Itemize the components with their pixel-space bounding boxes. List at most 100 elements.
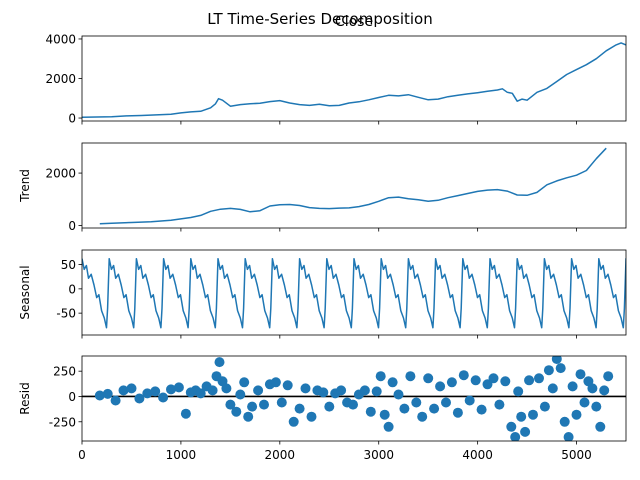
resid-point xyxy=(579,397,590,408)
resid-point xyxy=(551,356,562,364)
resid-point xyxy=(375,371,386,382)
resid-point xyxy=(452,407,463,418)
panel-0: 0 2000 4000 Close xyxy=(45,14,627,126)
resid-point xyxy=(166,384,176,395)
series-line-1-0 xyxy=(99,147,607,225)
seasonal-line xyxy=(82,257,626,329)
resid-point xyxy=(563,432,574,441)
resid-point xyxy=(379,409,390,420)
resid-point xyxy=(387,377,398,388)
resid-point xyxy=(371,386,382,397)
resid-point xyxy=(591,401,602,412)
resid-point xyxy=(516,411,527,422)
resid-point xyxy=(294,403,305,414)
resid-point xyxy=(142,388,153,399)
resid-point xyxy=(324,401,335,412)
resid-point xyxy=(458,370,469,381)
y-axis-label: Seasonal xyxy=(18,265,32,319)
resid-point xyxy=(150,386,161,397)
panel-3: -250 0 250 0 1000 2000 3000 4000 5000 Resid xyxy=(18,355,627,462)
resid-point xyxy=(513,386,524,397)
resid-point xyxy=(510,432,521,441)
ytick-label: 0 xyxy=(68,219,76,233)
resid-point xyxy=(158,392,169,403)
resid-point xyxy=(288,416,299,427)
plot-area-0 xyxy=(82,42,626,118)
resid-point xyxy=(276,397,287,408)
ytick-label: 2000 xyxy=(45,167,76,181)
axes-frame-1 xyxy=(81,142,627,229)
xtick-label: 5000 xyxy=(561,448,592,462)
resid-point xyxy=(524,375,535,386)
y-axis-label: Resid xyxy=(18,382,32,414)
resid-point xyxy=(173,382,184,393)
resid-point xyxy=(567,381,578,392)
resid-point xyxy=(411,397,422,408)
resid-point xyxy=(559,416,570,427)
resid-point xyxy=(539,401,550,412)
xtick-label: 1000 xyxy=(166,448,197,462)
resid-point xyxy=(446,377,457,388)
panels: 0 2000 4000 Close 0 2000 Trend -50 0 50 Seasonal -2… xyxy=(18,14,627,462)
resid-point xyxy=(476,404,487,415)
resid-point xyxy=(423,373,434,384)
ytick-label: 50 xyxy=(61,258,76,272)
resid-point xyxy=(270,377,281,388)
resid-point xyxy=(94,390,105,401)
resid-point xyxy=(365,406,376,417)
series-line-0-0 xyxy=(82,42,626,118)
resid-point xyxy=(110,395,121,406)
resid-point xyxy=(336,385,347,396)
resid-point xyxy=(282,380,293,391)
resid-point xyxy=(225,399,236,410)
resid-point xyxy=(235,389,246,400)
resid-point xyxy=(555,363,566,374)
resid-point xyxy=(118,385,129,396)
xtick-label: 3000 xyxy=(363,448,394,462)
resid-point xyxy=(547,383,558,394)
resid-point xyxy=(126,383,137,394)
resid-point xyxy=(500,376,511,387)
figure-title: LT Time-Series Decomposition xyxy=(207,10,432,28)
xtick-label: 2000 xyxy=(265,448,296,462)
resid-point xyxy=(571,409,582,420)
axes-frame-3 xyxy=(81,355,627,442)
resid-point xyxy=(599,385,610,396)
axes-frame-2 xyxy=(81,249,627,336)
resid-point xyxy=(231,406,242,417)
panel-title: Close xyxy=(335,14,373,30)
resid-point xyxy=(603,371,614,382)
plot-area-2 xyxy=(82,257,626,329)
resid-point xyxy=(195,388,206,399)
ytick-label: 0 xyxy=(68,282,76,296)
panel-1: 0 2000 Trend xyxy=(18,142,627,233)
resid-point xyxy=(306,411,317,422)
resid-point xyxy=(393,389,404,400)
resid-point xyxy=(488,373,499,384)
plot-area-1 xyxy=(99,147,607,225)
resid-point xyxy=(253,385,264,396)
resid-point xyxy=(300,383,311,394)
resid-point xyxy=(534,373,544,384)
resid-point xyxy=(239,377,250,388)
resid-point xyxy=(318,387,329,398)
resid-point xyxy=(221,383,232,394)
resid-point xyxy=(506,421,517,432)
resid-point xyxy=(180,408,191,419)
resid-point xyxy=(587,383,598,394)
resid-point xyxy=(470,375,481,386)
panel-2: -50 0 50 Seasonal xyxy=(18,249,627,339)
xtick-label: 4000 xyxy=(462,448,493,462)
resid-point xyxy=(399,403,410,414)
resid-point xyxy=(429,403,440,414)
resid-point xyxy=(441,397,451,408)
xtick-label: 0 xyxy=(78,448,86,462)
resid-point xyxy=(259,399,269,410)
resid-point xyxy=(383,421,394,432)
y-axis-label: Trend xyxy=(18,169,32,203)
resid-point xyxy=(247,401,258,412)
resid-point xyxy=(134,393,145,404)
resid-point xyxy=(595,421,606,432)
